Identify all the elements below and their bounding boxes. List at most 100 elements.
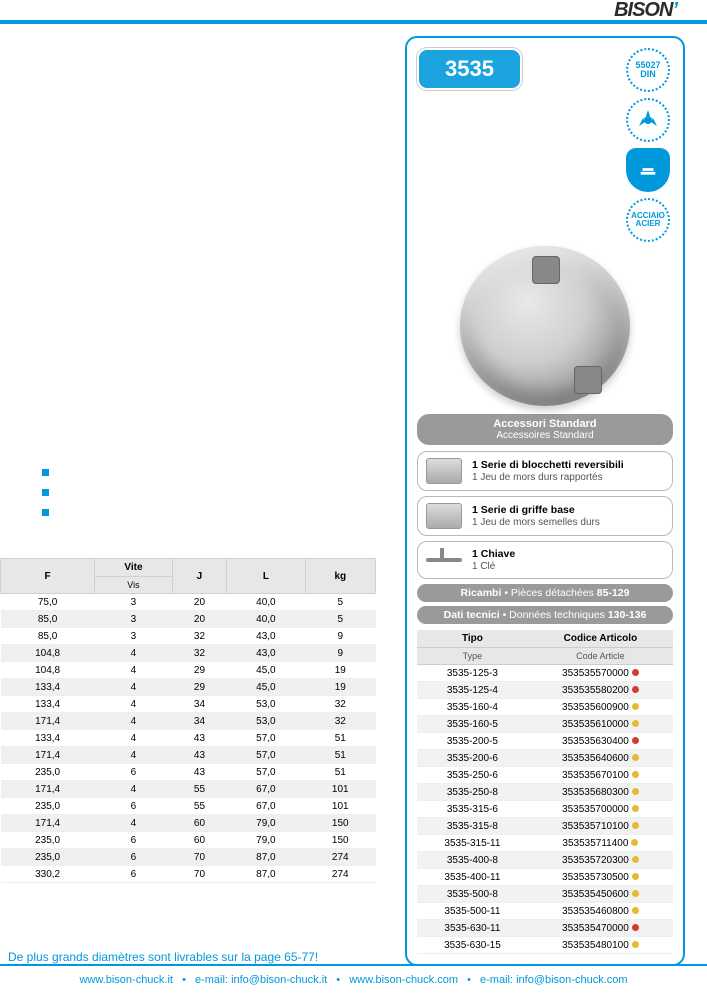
specs-table-wrap: F Vite J L kg Vis 75,032040,0585,032040,… — [0, 558, 376, 883]
accessory-text: 1 Serie di blocchetti reversibili1 Jeu d… — [472, 459, 624, 483]
cell-tipo: 3535-125-3 — [417, 665, 528, 682]
cell-F: 235,0 — [1, 832, 95, 849]
cell-tipo: 3535-250-8 — [417, 784, 528, 801]
cell-J: 32 — [172, 628, 227, 645]
col-kg: kg — [305, 559, 375, 594]
cell-F: 330,2 — [1, 866, 95, 883]
footer-mail2[interactable]: info@bison-chuck.com — [516, 974, 627, 986]
acc-title-fr: 1 Jeu de mors semelles durs — [472, 517, 600, 528]
cell-F: 171,4 — [1, 713, 95, 730]
cell-codice: 353535630400 — [528, 733, 673, 750]
bullet-item — [42, 502, 49, 522]
cell-tipo: 3535-160-4 — [417, 699, 528, 716]
cell-J: 43 — [172, 730, 227, 747]
cell-codice: 353535720300 — [528, 852, 673, 869]
cell-codice: 353535730500 — [528, 869, 673, 886]
cell-vite: 4 — [95, 696, 172, 713]
cell-J: 20 — [172, 611, 227, 628]
cell-kg: 19 — [305, 662, 375, 679]
cell-F: 85,0 — [1, 628, 95, 645]
footer-site2[interactable]: www.bison-chuck.com — [349, 974, 458, 986]
cell-codice: 353535670100 — [528, 767, 673, 784]
cell-vite: 4 — [95, 730, 172, 747]
cell-J: 29 — [172, 679, 227, 696]
cell-L: 45,0 — [227, 662, 305, 679]
cell-L: 57,0 — [227, 764, 305, 781]
cell-vite: 3 — [95, 611, 172, 628]
ricambi-pill: Ricambi • Pièces détachées 85-129 — [417, 584, 673, 602]
table-row: 3535-200-6353535640600 — [417, 750, 673, 767]
status-dot-icon — [632, 669, 639, 676]
brand-text: BISON — [614, 0, 672, 21]
bullet-item — [42, 462, 49, 482]
cell-tipo: 3535-125-4 — [417, 682, 528, 699]
specs-table: F Vite J L kg Vis 75,032040,0585,032040,… — [0, 558, 376, 883]
cell-L: 87,0 — [227, 866, 305, 883]
cell-tipo: 3535-500-8 — [417, 886, 528, 903]
cell-L: 40,0 — [227, 594, 305, 611]
footer-mail2-label: e-mail: — [480, 974, 513, 986]
cell-kg: 51 — [305, 747, 375, 764]
shield-badge-icon — [626, 148, 670, 192]
cell-F: 104,8 — [1, 645, 95, 662]
acc-header-it: Accessori Standard — [493, 418, 596, 430]
footer-mail1-label: e-mail: — [195, 974, 228, 986]
cell-L: 67,0 — [227, 798, 305, 815]
table-row: 3535-160-5353535610000 — [417, 716, 673, 733]
table-row: 171,446079,0150 — [1, 815, 376, 832]
cell-F: 75,0 — [1, 594, 95, 611]
cell-F: 171,4 — [1, 815, 95, 832]
table-row: 171,445567,0101 — [1, 781, 376, 798]
cell-tipo: 3535-400-8 — [417, 852, 528, 869]
cell-J: 43 — [172, 764, 227, 781]
cell-codice: 353535640600 — [528, 750, 673, 767]
dati-pages: 130-136 — [608, 609, 647, 621]
cell-tipo: 3535-315-6 — [417, 801, 528, 818]
cell-L: 45,0 — [227, 679, 305, 696]
status-dot-icon — [632, 856, 639, 863]
table-row: 3535-200-5353535630400 — [417, 733, 673, 750]
accessory-icon — [426, 558, 462, 562]
footer-site1[interactable]: www.bison-chuck.it — [79, 974, 173, 986]
status-dot-icon — [632, 822, 639, 829]
table-row: 3535-400-11353535730500 — [417, 869, 673, 886]
cell-tipo: 3535-500-11 — [417, 903, 528, 920]
table-row: 235,066079,0150 — [1, 832, 376, 849]
cell-J: 34 — [172, 713, 227, 730]
cell-kg: 9 — [305, 628, 375, 645]
cell-J: 43 — [172, 747, 227, 764]
cell-codice: 353535700000 — [528, 801, 673, 818]
ricambi-fr: Pièces détachées — [511, 587, 594, 599]
status-dot-icon — [632, 686, 639, 693]
cell-F: 133,4 — [1, 696, 95, 713]
product-sidebar: 3535 55027 DIN ACCIAIO ACIER Accessori S… — [405, 36, 685, 966]
table-row: 3535-250-8353535680300 — [417, 784, 673, 801]
cell-J: 70 — [172, 849, 227, 866]
status-dot-icon — [632, 771, 639, 778]
table-row: 3535-630-15353535480100 — [417, 937, 673, 954]
status-dot-icon — [632, 907, 639, 914]
cell-F: 171,4 — [1, 747, 95, 764]
cell-J: 34 — [172, 696, 227, 713]
acc-header-fr: Accessoires Standard — [425, 430, 665, 441]
cell-tipo: 3535-315-8 — [417, 818, 528, 835]
content-area: F Vite J L kg Vis 75,032040,0585,032040,… — [0, 24, 707, 954]
ricambi-pages: 85-129 — [597, 587, 630, 599]
cell-J: 70 — [172, 866, 227, 883]
th-tipo-fr: Type — [417, 648, 528, 665]
cell-F: 235,0 — [1, 764, 95, 781]
cell-kg: 32 — [305, 696, 375, 713]
cell-codice: 353535460800 — [528, 903, 673, 920]
cell-L: 87,0 — [227, 849, 305, 866]
cell-L: 43,0 — [227, 628, 305, 645]
dati-fr: Données techniques — [509, 609, 605, 621]
model-badge: 3535 — [417, 48, 522, 90]
cell-J: 55 — [172, 798, 227, 815]
sidebar-header: 3535 55027 DIN ACCIAIO ACIER — [417, 48, 673, 242]
cell-vite: 3 — [95, 594, 172, 611]
table-row: 133,442945,019 — [1, 679, 376, 696]
cell-codice: 353535580200 — [528, 682, 673, 699]
cell-L: 40,0 — [227, 611, 305, 628]
footer-mail1[interactable]: info@bison-chuck.it — [231, 974, 327, 986]
table-row: 3535-500-8353535450600 — [417, 886, 673, 903]
